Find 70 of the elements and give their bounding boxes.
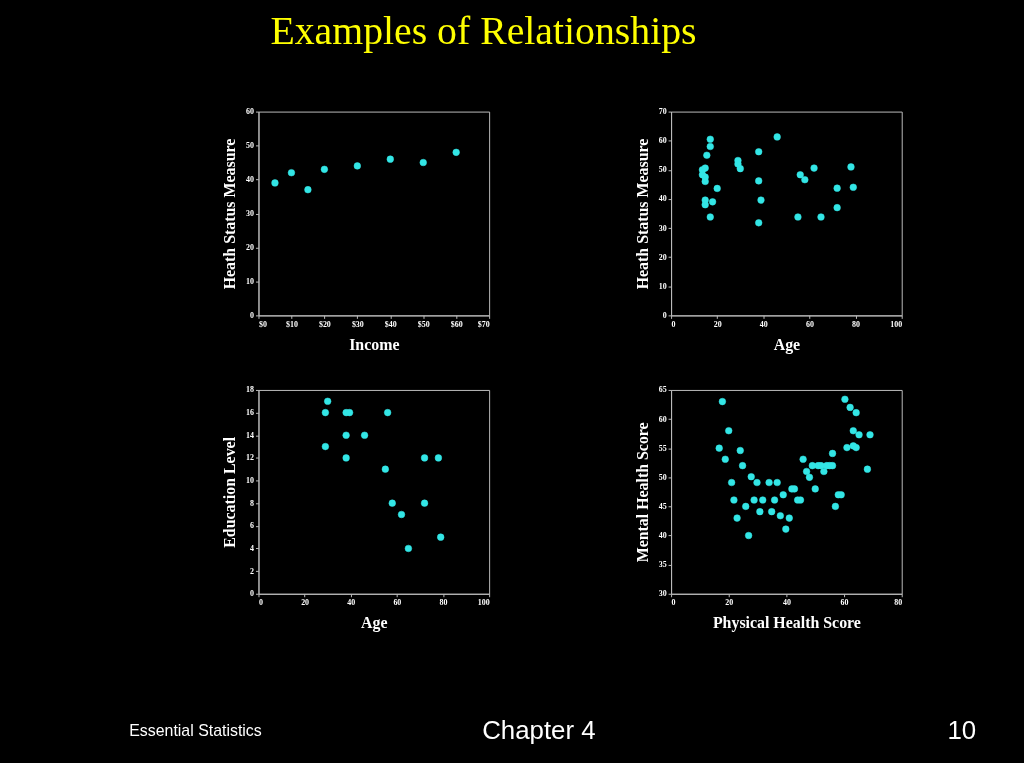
x-tick-label: 40	[759, 319, 768, 329]
x-axis-title: Age	[361, 614, 388, 633]
x-tick-label: $20	[318, 319, 331, 329]
x-axis-title: Age	[773, 335, 801, 354]
x-tick-label: 100	[890, 319, 903, 329]
chart-title: Examples of Relationships	[270, 9, 697, 54]
y-tick-label: 50	[658, 472, 667, 482]
y-axis-title: Heath Status Measure	[221, 138, 239, 290]
x-tick-label: $0	[258, 319, 267, 329]
x-tick-label: 0	[258, 598, 263, 608]
y-tick-label: 0	[250, 310, 255, 320]
y-tick-label: 30	[658, 223, 667, 233]
x-tick-label: 60	[805, 319, 814, 329]
x-tick-label: 40	[347, 598, 356, 608]
y-tick-label: 16	[246, 408, 255, 418]
x-tick-label: 60	[840, 598, 849, 608]
x-tick-label: 20	[301, 598, 310, 608]
y-tick-label: 20	[246, 242, 255, 252]
y-tick-label: 70	[658, 107, 667, 117]
y-tick-label: 30	[658, 589, 667, 599]
y-tick-label: 10	[246, 276, 255, 286]
text: Essential Statistics	[129, 721, 262, 739]
x-axis-title: Physical Health Score	[712, 614, 861, 633]
x-tick-label: $50	[417, 319, 430, 329]
x-tick-label: $40	[384, 319, 397, 329]
text: 10	[947, 715, 977, 744]
y-tick-label: 0	[662, 310, 667, 320]
y-tick-label: 40	[246, 175, 255, 184]
y-tick-label: 12	[246, 453, 255, 463]
y-axis-title: Heath Status Measure	[633, 138, 651, 290]
x-axis-title: Income	[349, 335, 400, 353]
y-tick-label: 2	[250, 566, 255, 576]
y-tick-label: 50	[246, 141, 255, 151]
y-tick-label: 10	[658, 281, 667, 291]
y-tick-label: 4	[250, 543, 255, 553]
y-tick-label: 6	[250, 521, 255, 531]
x-tick-label: 20	[725, 598, 734, 608]
y-tick-label: 14	[246, 430, 255, 440]
y-tick-label: 20	[658, 252, 667, 262]
y-tick-label: 60	[658, 136, 667, 146]
x-tick-label: 0	[671, 598, 676, 608]
x-tick-label: $60	[450, 319, 463, 329]
y-axis-title: Education Level	[221, 436, 239, 548]
x-tick-label: $10	[285, 319, 298, 329]
y-tick-label: 0	[250, 589, 255, 599]
y-tick-label: 35	[658, 560, 667, 570]
y-tick-label: 65	[658, 385, 667, 395]
x-tick-label: 80	[439, 598, 448, 608]
y-tick-label: 18	[246, 385, 255, 395]
y-tick-label: 50	[658, 165, 667, 175]
x-tick-label: 100	[477, 598, 490, 608]
x-tick-label: $70	[477, 319, 490, 329]
y-tick-label: 45	[658, 501, 667, 511]
y-tick-label: 10	[246, 476, 255, 486]
x-tick-label: 20	[713, 319, 722, 329]
y-tick-label: 60	[658, 414, 667, 424]
x-tick-label: 80	[894, 598, 903, 608]
y-tick-label: 8	[250, 498, 255, 508]
y-tick-label: 40	[658, 531, 667, 541]
x-tick-label: 60	[393, 598, 402, 608]
x-tick-label: 80	[852, 319, 861, 329]
y-tick-label: 30	[246, 208, 255, 218]
y-tick-label: 40	[658, 194, 667, 204]
y-axis-title: Mental Health Score	[633, 422, 651, 563]
x-tick-label: $30	[351, 319, 364, 329]
x-tick-label: 40	[782, 598, 791, 608]
x-tick-label: 0	[671, 319, 676, 329]
text: Chapter 4	[482, 715, 596, 744]
y-tick-label: 60	[246, 107, 255, 117]
y-tick-label: 55	[658, 443, 667, 453]
